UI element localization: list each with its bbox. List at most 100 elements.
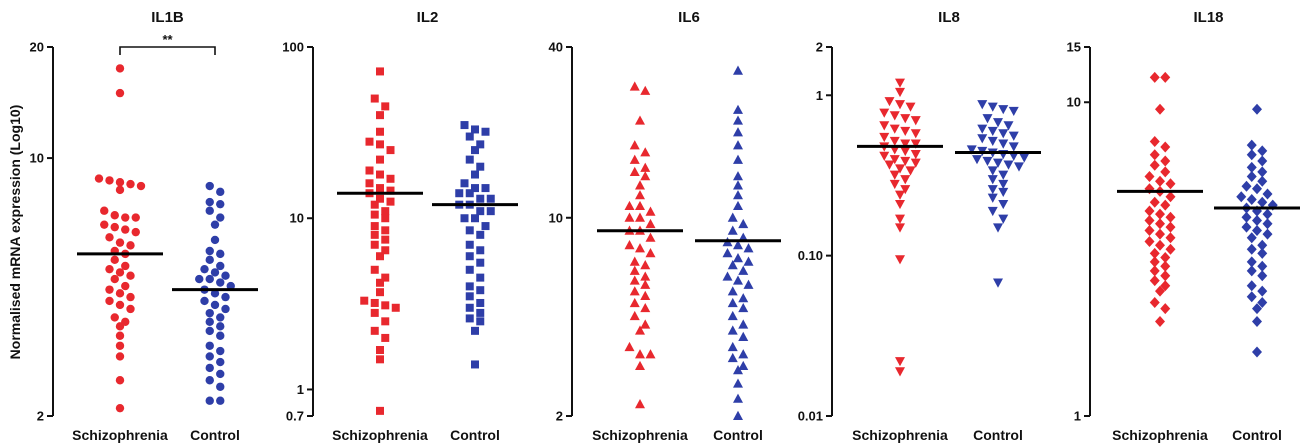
y-axis-label: Normalised mRNA expression (Log10) [7, 105, 23, 360]
y-tick-label: 10 [549, 210, 563, 225]
data-point-control [465, 155, 474, 164]
data-point-control [205, 317, 214, 327]
data-point-schizophrenia [115, 322, 125, 331]
data-point-control [972, 155, 982, 165]
data-point-control [982, 156, 993, 167]
data-point-control [993, 118, 1003, 128]
data-point-control [476, 317, 485, 326]
data-point-schizophrenia [645, 218, 656, 229]
data-point-control [1246, 291, 1257, 303]
data-point-control [460, 214, 469, 223]
data-point-control [738, 265, 749, 275]
data-point-control [1246, 139, 1257, 151]
data-point-schizophrenia [895, 255, 905, 265]
data-point-control [727, 225, 738, 235]
data-point-schizophrenia [905, 166, 916, 176]
data-point-schizophrenia [376, 184, 384, 193]
data-point-schizophrenia [100, 206, 109, 215]
data-point-control [987, 136, 998, 147]
data-point-control [733, 115, 743, 125]
data-point-control [733, 275, 743, 285]
panel-il2: IL2 0.7 1 10 100 Schizophrenia Control [282, 9, 518, 443]
data-point-schizophrenia [1165, 211, 1176, 223]
data-point-control [1257, 196, 1268, 208]
data-point-control [476, 194, 485, 203]
data-point-schizophrenia [905, 102, 916, 112]
data-point-schizophrenia [376, 111, 384, 120]
data-point-control [998, 105, 1009, 115]
data-point-schizophrenia [121, 281, 130, 291]
data-point-control [1246, 193, 1257, 205]
data-point-schizophrenia [900, 146, 911, 157]
data-point-control [993, 158, 1003, 168]
data-point-schizophrenia [1155, 218, 1165, 230]
data-point-control [216, 313, 225, 322]
data-point-control [727, 341, 738, 352]
data-point-control [465, 303, 474, 312]
data-point-control [216, 322, 225, 331]
data-point-control [476, 140, 485, 149]
data-point-schizophrenia [381, 333, 390, 342]
data-point-schizophrenia [121, 213, 130, 222]
category-label-control: Control [1232, 427, 1282, 443]
data-point-schizophrenia [381, 317, 390, 326]
data-point-control [1241, 211, 1252, 223]
data-point-schizophrenia [1149, 275, 1160, 287]
data-point-control [733, 127, 743, 137]
data-point-schizophrenia [126, 241, 135, 250]
data-point-schizophrenia [1155, 175, 1165, 187]
data-point-schizophrenia [370, 265, 379, 274]
data-point-control [738, 302, 749, 313]
data-point-schizophrenia [645, 247, 656, 258]
data-point-schizophrenia [640, 171, 651, 181]
data-point-control [1252, 183, 1262, 195]
data-point-control [727, 297, 738, 308]
data-point-control [1257, 155, 1268, 167]
data-point-control [1257, 297, 1268, 309]
data-point-schizophrenia [94, 174, 104, 183]
data-point-schizophrenia [629, 310, 640, 321]
data-point-schizophrenia [910, 129, 921, 139]
data-point-control [733, 180, 743, 190]
data-point-control [465, 226, 474, 235]
data-point-control [471, 326, 479, 335]
data-point-control [476, 286, 485, 295]
data-point-schizophrenia [110, 255, 119, 265]
data-point-control [1246, 170, 1257, 182]
data-point-control [471, 146, 479, 155]
data-point-schizophrenia [110, 313, 119, 322]
data-point-control [998, 187, 1009, 198]
data-point-control [1008, 142, 1019, 152]
data-point-schizophrenia [635, 360, 645, 371]
data-point-schizophrenia [1144, 205, 1155, 217]
data-point-schizophrenia [629, 286, 640, 296]
data-point-control [977, 124, 988, 134]
data-point-control [216, 249, 225, 259]
data-point-schizophrenia [895, 87, 905, 98]
data-point-schizophrenia [391, 303, 400, 312]
data-point-schizophrenia [1155, 239, 1165, 251]
data-point-control [987, 185, 998, 195]
data-point-control [205, 246, 214, 256]
data-point-schizophrenia [115, 289, 125, 298]
data-point-control [733, 393, 743, 403]
data-point-schizophrenia [365, 179, 374, 188]
data-point-schizophrenia [370, 230, 379, 239]
data-point-control [1241, 180, 1252, 192]
data-point-control [987, 126, 998, 137]
data-point-control [1236, 191, 1247, 203]
data-point-schizophrenia [910, 139, 921, 149]
data-point-control [1262, 208, 1273, 220]
data-point-schizophrenia [645, 206, 656, 216]
data-point-control [733, 410, 743, 420]
data-point-control [476, 230, 485, 239]
data-point-schizophrenia [1149, 265, 1160, 277]
data-point-schizophrenia [1155, 228, 1165, 240]
data-point-schizophrenia [105, 233, 114, 242]
data-point-control [205, 308, 214, 318]
y-tick-label: 20 [30, 40, 44, 55]
data-point-schizophrenia [1144, 235, 1155, 247]
data-point-schizophrenia [115, 185, 125, 195]
data-point-control [205, 352, 214, 361]
data-point-schizophrenia [879, 108, 890, 118]
